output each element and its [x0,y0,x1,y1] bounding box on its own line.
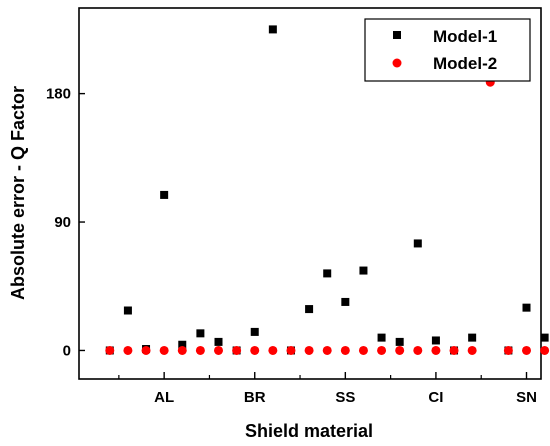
y-axis-title: Absolute error - Q Factor [8,86,28,300]
x-tick-label: CI [428,389,443,406]
data-point-square [377,333,386,342]
data-point-circle [268,345,278,355]
data-point-square [123,306,132,315]
data-point-square [468,333,477,342]
legend-label-model-2: Model-2 [433,54,497,73]
data-point-square [305,305,314,314]
data-point-circle [286,345,296,355]
data-point-square [413,239,422,248]
data-point-square [196,329,205,338]
data-point-circle [358,345,368,355]
y-tick-label: 90 [54,214,71,231]
legend-marker-model-1 [393,31,401,39]
y-tick-label: 0 [63,342,71,359]
legend: Model-1 Model-2 [364,18,531,82]
data-point-circle [195,345,205,355]
data-point-square [160,190,169,199]
legend-marker-model-2 [392,58,402,68]
data-point-circle [395,345,405,355]
data-point-square [341,297,350,306]
data-point-circle [177,345,187,355]
data-point-circle [449,345,459,355]
data-point-circle [540,345,550,355]
series-model-2 [105,77,550,355]
data-point-circle [141,345,151,355]
data-point-circle [214,345,224,355]
x-tick-label: BR [244,389,266,406]
data-point-circle [232,345,242,355]
data-points [105,25,550,355]
data-point-square [178,340,187,349]
x-tick-label: SS [335,389,355,406]
data-point-circle [322,345,332,355]
data-point-circle [522,345,532,355]
data-point-circle [377,345,387,355]
data-point-square [268,25,277,34]
data-point-circle [123,345,133,355]
data-point-square [431,336,440,345]
data-point-square [250,327,259,336]
data-point-circle [159,345,169,355]
x-tick-label: AL [154,389,174,406]
legend-label-model-1: Model-1 [433,27,497,46]
data-point-square [214,337,223,346]
data-point-square [522,303,531,312]
legend-box [364,18,531,82]
data-point-square [359,266,368,275]
data-point-circle [250,345,260,355]
data-point-circle [431,345,441,355]
y-tick-label: 180 [46,86,71,103]
data-point-square [540,333,549,342]
data-point-circle [413,345,423,355]
data-point-square [395,337,404,346]
data-point-circle [340,345,350,355]
axis-ticks: 0 90 180 AL BR SS CI SN [46,86,537,406]
x-tick-label: SN [516,389,537,406]
data-point-square [323,269,332,278]
data-point-circle [105,345,115,355]
x-axis-title: Shield material [245,421,373,441]
data-point-circle [304,345,314,355]
data-point-circle [503,345,513,355]
data-point-circle [467,345,477,355]
